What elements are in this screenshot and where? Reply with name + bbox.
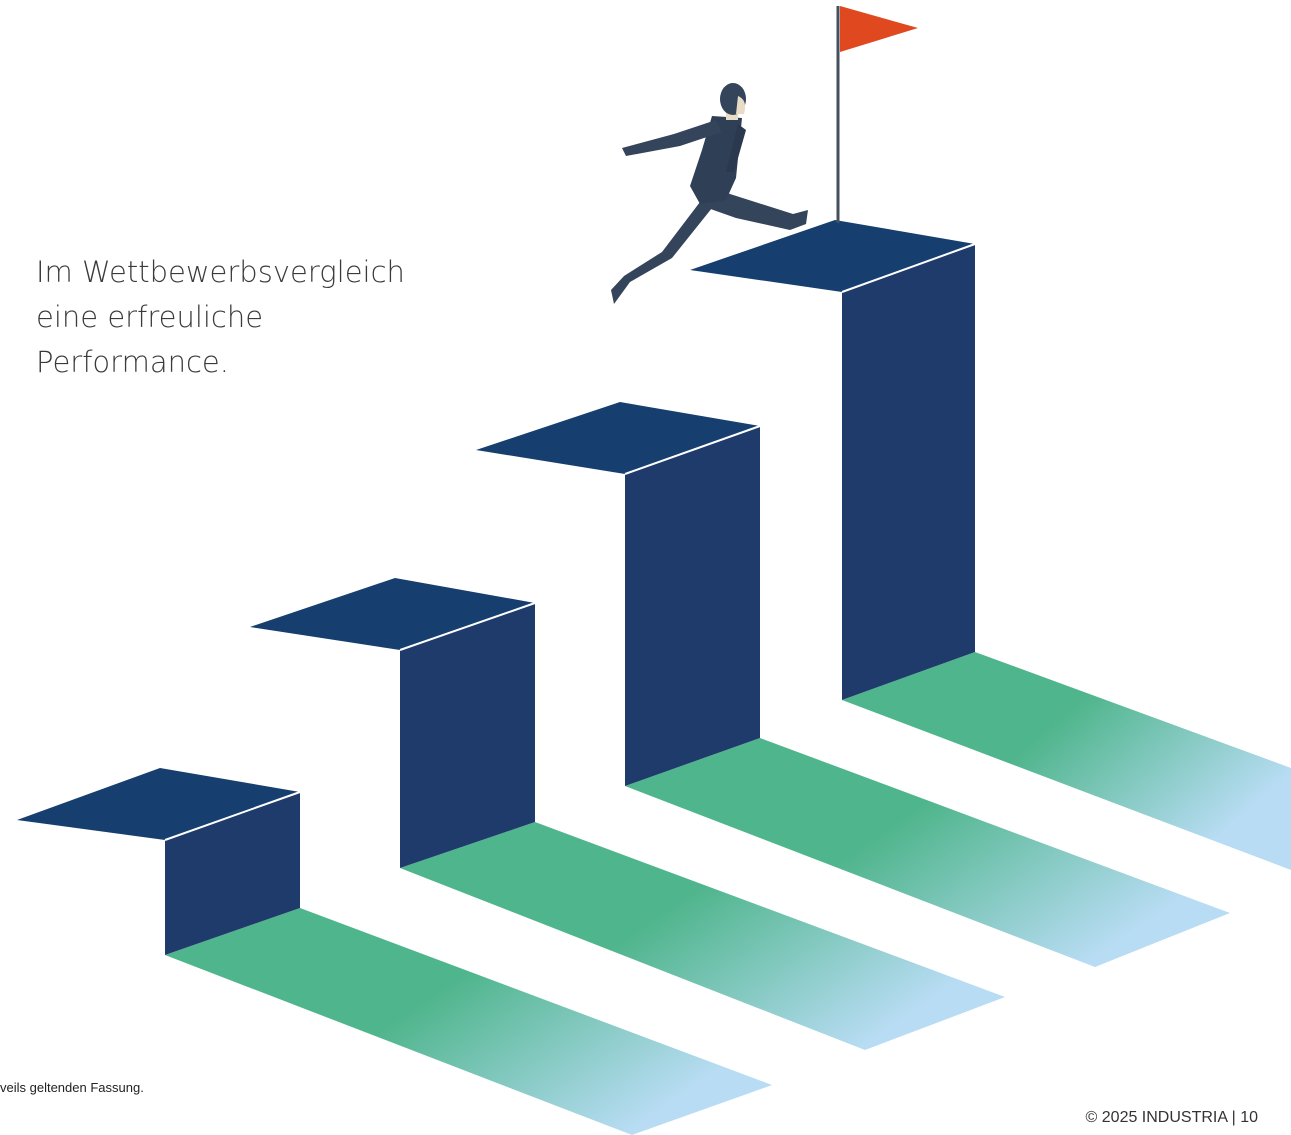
headline-line-2: eine erfreuliche bbox=[36, 300, 264, 334]
step-1-top bbox=[17, 768, 300, 840]
flag-icon bbox=[836, 6, 918, 223]
headline: Im Wettbewerbsvergleich eine erfreuliche… bbox=[36, 250, 456, 385]
step-2 bbox=[250, 578, 536, 868]
step-4-top bbox=[690, 220, 975, 292]
step-4 bbox=[690, 220, 976, 700]
step-3 bbox=[476, 402, 761, 786]
step-1-front bbox=[165, 792, 300, 955]
step-1 bbox=[17, 768, 301, 955]
step-2-shadow bbox=[400, 822, 1005, 1050]
step-2-top bbox=[250, 578, 535, 650]
businessman-figure bbox=[611, 83, 808, 304]
headline-line-1: Im Wettbewerbsvergleich bbox=[36, 255, 405, 289]
footnote: veils geltenden Fassung. bbox=[0, 1080, 144, 1095]
step-1-shadow bbox=[165, 908, 772, 1135]
step-3-shadow bbox=[625, 738, 1230, 967]
step-4-front bbox=[842, 244, 975, 700]
copyright-page-number: © 2025 INDUSTRIA | 10 bbox=[1085, 1109, 1258, 1126]
step-3-top bbox=[476, 402, 760, 474]
step-3-front bbox=[625, 426, 760, 786]
step-2-front bbox=[400, 603, 535, 868]
step-4-shadow bbox=[842, 652, 1291, 870]
headline-line-3: Performance. bbox=[36, 345, 229, 379]
